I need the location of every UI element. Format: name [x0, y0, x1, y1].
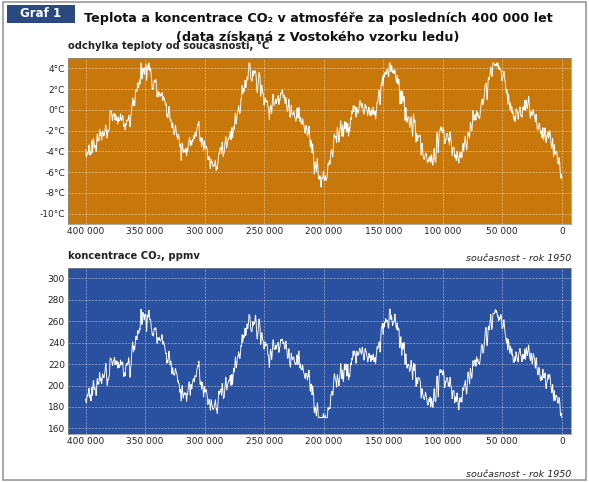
Text: koncentrace CO₂, ppmv: koncentrace CO₂, ppmv: [68, 251, 200, 261]
Text: odchylka teploty od současnosti, °C: odchylka teploty od současnosti, °C: [68, 40, 269, 51]
Text: Graf 1: Graf 1: [21, 8, 61, 20]
Text: současnost - rok 1950: současnost - rok 1950: [466, 254, 571, 263]
Text: Teplota a koncentrace CO₂ v atmosféře za posledních 400 000 let: Teplota a koncentrace CO₂ v atmosféře za…: [84, 12, 552, 25]
Text: (data získaná z Vostokého vzorku ledu): (data získaná z Vostokého vzorku ledu): [176, 31, 460, 44]
Text: současnost - rok 1950: současnost - rok 1950: [466, 470, 571, 480]
